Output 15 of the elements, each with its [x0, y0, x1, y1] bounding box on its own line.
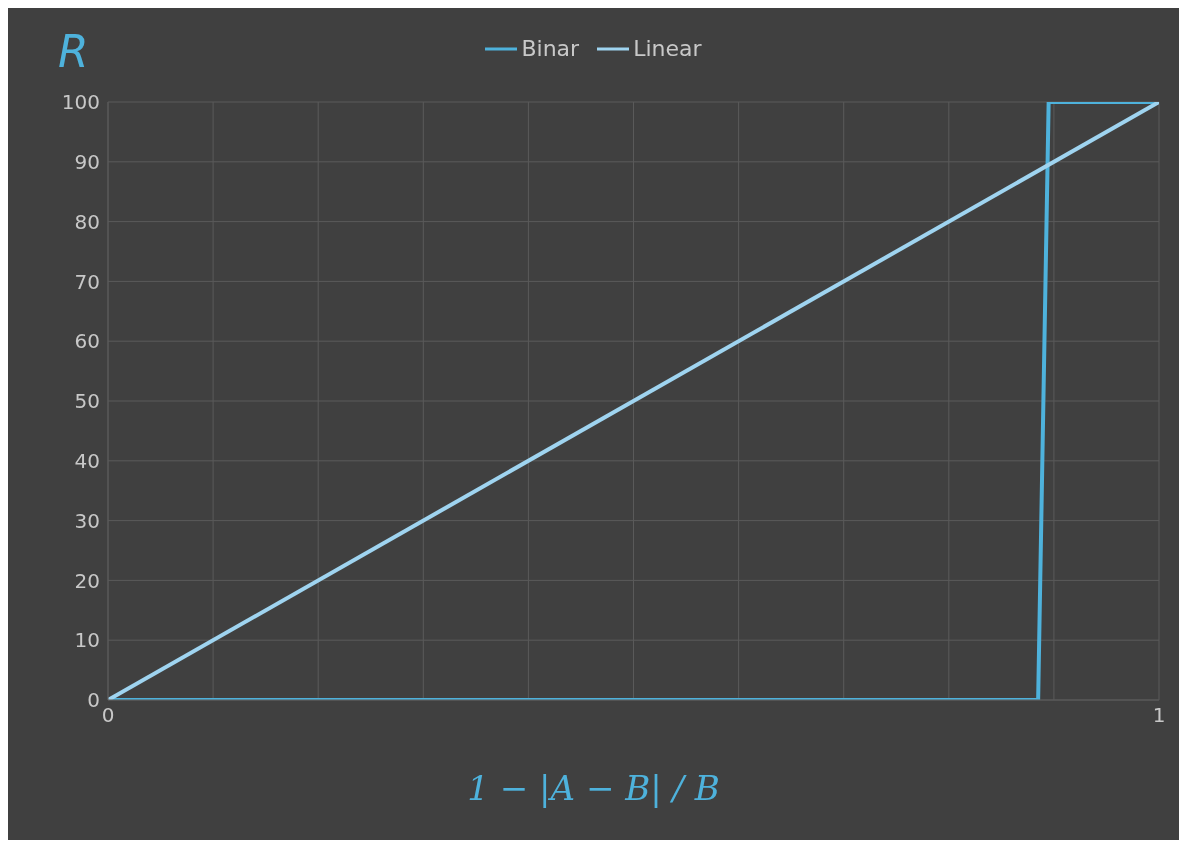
y-tick-label: 90 [74, 149, 100, 174]
y-axis-title: R [58, 26, 89, 77]
legend-label: Binar [520, 36, 580, 61]
y-tick-label: 20 [74, 568, 100, 593]
y-tick-label: 10 [74, 628, 100, 653]
y-tick-label: 60 [74, 329, 100, 354]
y-tick-label: 70 [74, 269, 100, 294]
y-tick-label: 80 [74, 209, 100, 234]
legend-label: Linear [632, 36, 702, 61]
y-tick-label: 100 [61, 90, 100, 115]
y-tick-label: 30 [74, 508, 100, 533]
y-tick-label: 40 [74, 448, 100, 473]
x-axis-title: 1 − |A − B| / B [466, 768, 721, 808]
x-tick-label: 1 [1152, 703, 1166, 728]
y-tick-label: 50 [74, 389, 100, 414]
